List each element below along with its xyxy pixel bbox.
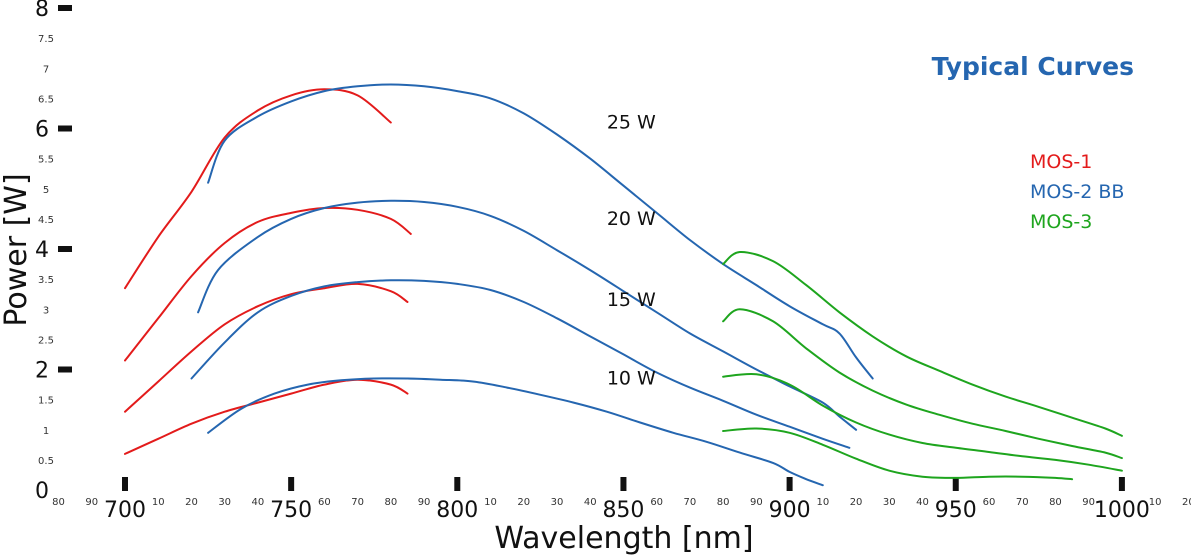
y-major-tick-mark bbox=[58, 366, 72, 373]
curve-mos-1-25w bbox=[124, 88, 392, 290]
x-major-tick-label: 950 bbox=[935, 498, 977, 523]
x-minor-tick-label: 60 bbox=[318, 497, 331, 508]
x-minor-tick-label: 20 bbox=[1182, 497, 1191, 508]
x-major-tick-mark bbox=[620, 477, 627, 491]
y-minor-tick-label: 1.5 bbox=[38, 396, 54, 407]
x-minor-tick-label: 90 bbox=[418, 497, 431, 508]
x-minor-tick-label: 40 bbox=[584, 497, 597, 508]
y-axis-title: Power [W] bbox=[0, 173, 34, 326]
curve-mos-2-bb-10w bbox=[207, 377, 824, 487]
y-minor-tick-label: 6.5 bbox=[38, 94, 54, 105]
legend: MOS-1 MOS-2 BB MOS-3 bbox=[1030, 151, 1124, 233]
x-major-tick-mark bbox=[454, 477, 461, 491]
curves bbox=[124, 83, 1123, 487]
curve-mos-2-bb-25w bbox=[207, 83, 874, 380]
curve-mos-3-10w bbox=[722, 427, 1074, 481]
y-major-tick-label: 0 bbox=[35, 479, 49, 504]
x-axis: 700 750 800 850 900 950 1000 80 90 10 20 30 40 60 70 80… bbox=[52, 477, 1191, 523]
y-minor-tick-label: 7.5 bbox=[38, 34, 54, 45]
curve-labels: 25 W 20 W 15 W 10 W bbox=[607, 112, 656, 390]
y-major-tick-mark bbox=[58, 5, 72, 11]
y-minor-tick-label: 0.5 bbox=[38, 456, 54, 467]
legend-entry: MOS-1 bbox=[1030, 151, 1092, 173]
y-minor-tick-label: 3 bbox=[43, 305, 49, 316]
x-minor-tick-label: 80 bbox=[384, 497, 397, 508]
x-minor-tick-label: 70 bbox=[1016, 497, 1029, 508]
x-minor-tick-label: 80 bbox=[52, 497, 65, 508]
curve-mos-3-15w bbox=[722, 373, 1123, 472]
y-major-tick-mark bbox=[58, 125, 72, 132]
x-major-tick-mark bbox=[952, 477, 959, 491]
x-major-tick-label: 1000 bbox=[1094, 498, 1150, 523]
chart-title: Typical Curves bbox=[932, 52, 1134, 81]
x-minor-tick-label: 90 bbox=[1082, 497, 1095, 508]
x-minor-tick-label: 40 bbox=[252, 497, 265, 508]
x-minor-tick-label: 20 bbox=[850, 497, 863, 508]
y-major-tick-label: 2 bbox=[35, 359, 49, 384]
curve-mos-3-20w bbox=[722, 308, 1123, 460]
x-major-tick-label: 750 bbox=[270, 498, 312, 523]
curve-level-label: 20 W bbox=[607, 208, 656, 230]
x-major-tick-mark bbox=[1118, 477, 1125, 491]
curve-level-label: 25 W bbox=[607, 112, 656, 134]
y-minor-tick-label: 1 bbox=[43, 426, 49, 437]
y-major-tick-label: 6 bbox=[35, 118, 49, 143]
y-minor-tick-label: 7 bbox=[43, 64, 49, 75]
x-minor-tick-label: 90 bbox=[85, 497, 98, 508]
y-minor-tick-label: 4.5 bbox=[38, 215, 54, 226]
curve-level-label: 10 W bbox=[607, 368, 656, 390]
x-minor-tick-label: 80 bbox=[717, 497, 730, 508]
x-major-tick-label: 700 bbox=[104, 498, 146, 523]
x-minor-tick-label: 80 bbox=[1049, 497, 1062, 508]
x-minor-tick-label: 10 bbox=[1149, 497, 1162, 508]
x-minor-tick-label: 40 bbox=[916, 497, 929, 508]
y-major-tick-mark bbox=[58, 246, 72, 252]
x-major-tick-mark bbox=[122, 477, 128, 491]
curve-mos-1-20w bbox=[124, 206, 412, 362]
x-major-tick-mark bbox=[786, 477, 793, 491]
x-minor-tick-label: 30 bbox=[883, 497, 896, 508]
x-major-tick-label: 850 bbox=[602, 498, 644, 523]
y-major-tick-label: 4 bbox=[35, 238, 49, 263]
x-minor-tick-label: 30 bbox=[551, 497, 564, 508]
y-minor-tick-label: 2.5 bbox=[38, 335, 54, 346]
y-major-tick-label: 8 bbox=[35, 0, 49, 22]
x-major-tick-mark bbox=[288, 477, 295, 491]
x-minor-tick-label: 60 bbox=[650, 497, 663, 508]
x-minor-tick-label: 60 bbox=[983, 497, 996, 508]
x-minor-tick-label: 20 bbox=[185, 497, 198, 508]
curve-mos-1-10w bbox=[124, 378, 409, 455]
y-axis: 0 2 4 6 8 0.5 1 1.5 2.5 3 3.5 4.5 5 5.5 6.5 7 7.5 bbox=[35, 0, 72, 504]
curve-level-label: 15 W bbox=[607, 289, 656, 311]
x-minor-tick-label: 20 bbox=[517, 497, 530, 508]
legend-entry: MOS-2 BB bbox=[1030, 181, 1124, 203]
curve-mos-3-25w bbox=[722, 250, 1123, 437]
x-minor-tick-label: 10 bbox=[152, 497, 165, 508]
x-minor-tick-label: 90 bbox=[750, 497, 763, 508]
y-minor-tick-label: 3.5 bbox=[38, 275, 54, 286]
legend-entry: MOS-3 bbox=[1030, 211, 1092, 233]
x-minor-tick-label: 70 bbox=[351, 497, 364, 508]
x-major-tick-label: 800 bbox=[436, 498, 478, 523]
curve-mos-2-bb-20w bbox=[197, 199, 858, 431]
y-minor-tick-label: 5.5 bbox=[38, 155, 54, 166]
y-minor-tick-label: 5 bbox=[43, 185, 49, 196]
x-minor-tick-label: 70 bbox=[684, 497, 697, 508]
x-minor-tick-label: 10 bbox=[816, 497, 829, 508]
x-minor-tick-label: 10 bbox=[484, 497, 497, 508]
x-minor-tick-label: 30 bbox=[218, 497, 231, 508]
curve-mos-2-bb-15w bbox=[190, 279, 851, 449]
x-axis-title: Wavelength [nm] bbox=[494, 521, 753, 556]
x-major-tick-label: 900 bbox=[769, 498, 811, 523]
curve-mos-1-15w bbox=[124, 282, 409, 413]
